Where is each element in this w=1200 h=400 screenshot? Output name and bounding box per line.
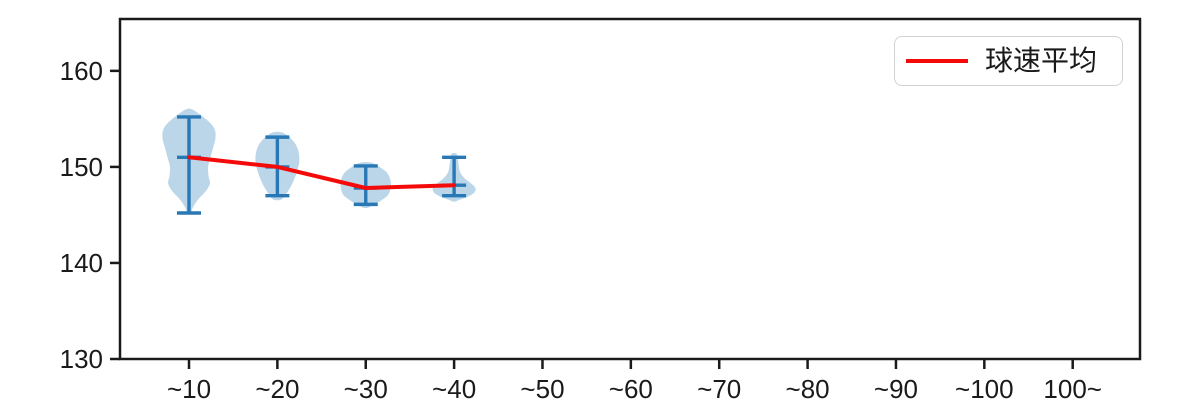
x-tick-label: 100~ [1043, 374, 1102, 400]
x-tick-label: ~10 [167, 374, 211, 400]
x-tick-label: ~30 [344, 374, 388, 400]
legend-line-sample [906, 59, 968, 63]
legend-label: 球速平均 [985, 45, 1098, 76]
y-tick-label: 150 [60, 152, 103, 182]
x-tick-label: ~60 [609, 374, 653, 400]
y-tick-label: 130 [60, 344, 103, 374]
x-tick-label: ~50 [520, 374, 564, 400]
mean-speed-line [187, 155, 457, 190]
legend: 球速平均 [894, 36, 1123, 86]
x-tick-label: ~100 [955, 374, 1014, 400]
x-tick-label: ~70 [697, 374, 741, 400]
x-tick-label: ~40 [432, 374, 476, 400]
x-tick-label: ~90 [874, 374, 918, 400]
y-tick-label: 140 [60, 248, 103, 278]
y-tick-label: 160 [60, 56, 103, 86]
x-tick-label: ~80 [786, 374, 830, 400]
x-tick-label: ~20 [255, 374, 299, 400]
